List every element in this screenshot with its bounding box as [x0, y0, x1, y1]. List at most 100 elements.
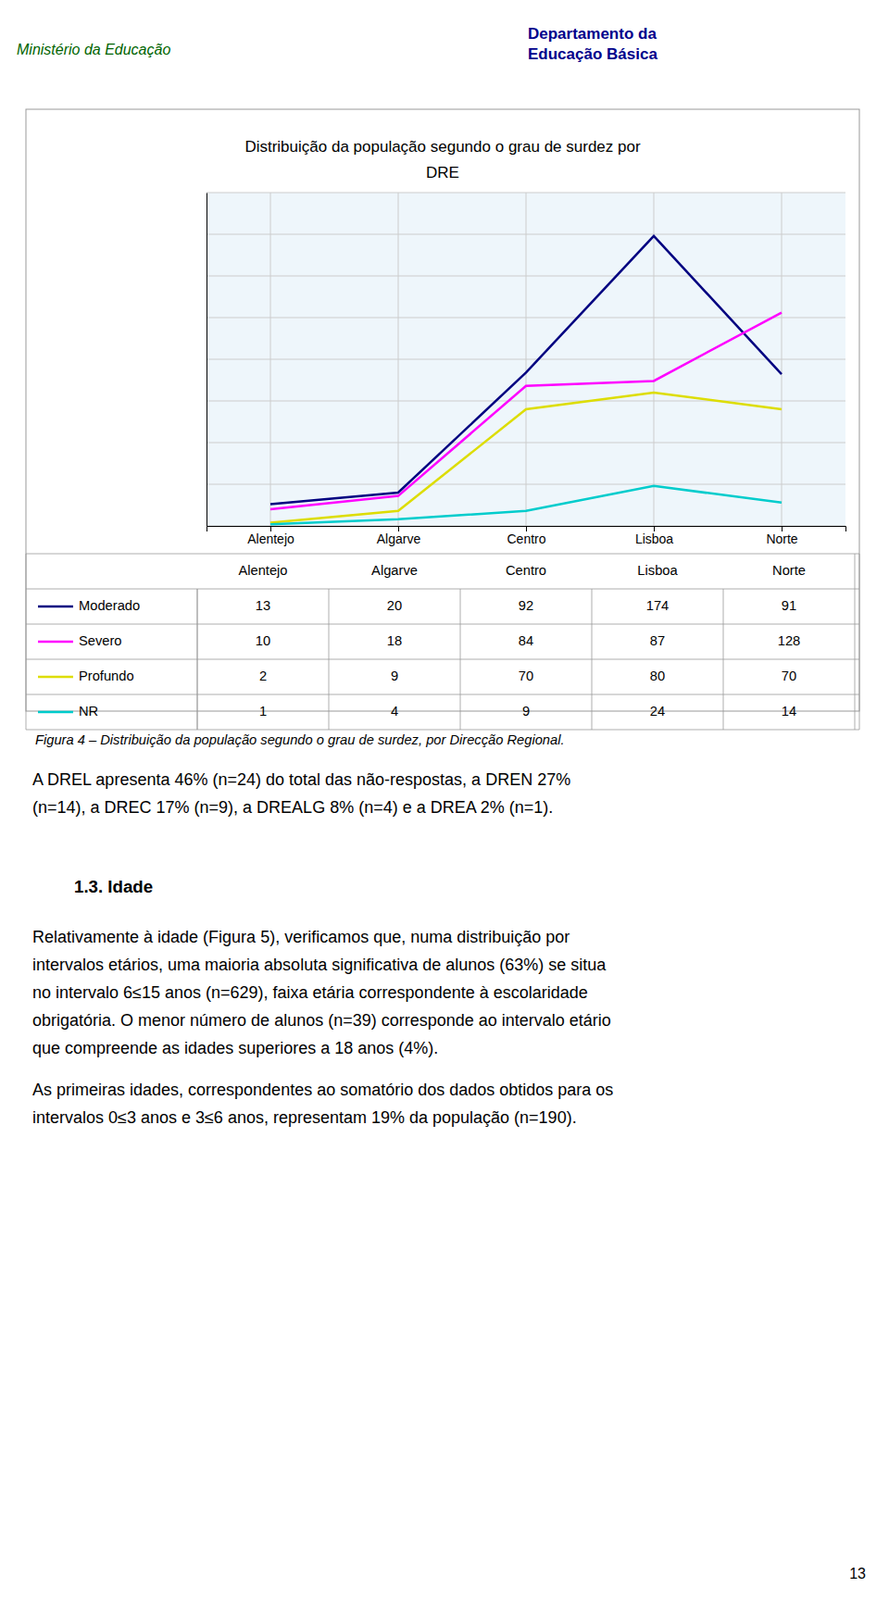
table-value: 174: [646, 598, 670, 614]
table-value: 1: [259, 703, 267, 719]
header-left: Ministério da Educação: [16, 41, 171, 58]
body-text: As primeiras idades, correspondentes ao …: [32, 1080, 614, 1100]
header-right: Educação Básica: [527, 45, 658, 63]
table-value: 14: [781, 703, 797, 719]
series-line: [270, 392, 782, 523]
table-value: 2: [259, 668, 267, 684]
x-tick: Norte: [765, 525, 798, 547]
table-rule: [591, 588, 593, 625]
table-value: 9: [390, 668, 399, 684]
table-value: 70: [518, 668, 534, 684]
table-rule: [328, 588, 330, 625]
series-line: [270, 486, 782, 525]
table-header: Alentejo: [237, 563, 288, 578]
table-rule: [197, 694, 199, 730]
x-axis: Alentejo Algarve Centro Lisboa Norte: [207, 525, 847, 547]
chart-title: Distribuição da população segundo o grau…: [244, 137, 641, 182]
table-rule: [25, 588, 860, 590]
table-rule: [723, 694, 725, 730]
table-value: 80: [650, 668, 665, 684]
x-tick-label: Norte: [765, 531, 798, 547]
table-value: 13: [255, 598, 271, 614]
table-rule: [25, 659, 860, 661]
x-grid-line: [525, 192, 527, 526]
table-value: 84: [518, 633, 534, 649]
table-rule: [460, 659, 462, 695]
table-rule: [328, 694, 330, 730]
table-rule: [197, 659, 199, 695]
x-tick-label: Lisboa: [635, 531, 674, 547]
table-rule: [591, 659, 593, 695]
x-grid-line: [781, 192, 783, 526]
table-value: 87: [650, 633, 665, 649]
legend-swatch: [37, 605, 74, 609]
plot-background: [206, 192, 846, 526]
legend-swatch: [37, 676, 74, 679]
legend-swatch: [37, 640, 74, 644]
y-axis-domain: [206, 193, 208, 527]
series-line: [270, 236, 782, 505]
table-rule: [460, 694, 462, 730]
table-value: 24: [650, 703, 665, 719]
table-rule: [25, 624, 860, 626]
table-rule: [591, 694, 593, 730]
x-tick: Centro: [506, 525, 546, 547]
series-group: [270, 236, 782, 525]
body-text: (n=14), a DREC 17% (n=9), a DREALG 8% (n…: [32, 798, 553, 817]
table-rule: [460, 588, 462, 625]
plot: Alentejo Algarve Centro Lisboa Norte: [206, 192, 847, 547]
body-text: intervalos 0≤3 anos e 3≤6 anos, represen…: [32, 1108, 577, 1127]
frame: [25, 109, 860, 712]
x-tick-label: Alentejo: [247, 531, 295, 547]
table-rule: [859, 553, 861, 730]
x-grid-line: [653, 192, 655, 526]
table-value: 4: [390, 703, 399, 719]
x-tick-label: Algarve: [376, 531, 422, 547]
legend-entry: Profundo: [78, 668, 135, 684]
x-tick: Algarve: [376, 525, 422, 547]
table-rule: [723, 588, 725, 625]
x-grid-line: [398, 192, 400, 526]
table-rule: [197, 624, 199, 660]
x-grid-line: [270, 192, 272, 526]
table-header: Lisboa: [637, 563, 678, 578]
table-rule: [197, 588, 199, 625]
table-value: 18: [387, 633, 402, 649]
legend-entry: Severo: [78, 633, 123, 649]
body-text: obrigatória. O menor número de alunos (n…: [32, 1011, 612, 1030]
table-rule: [197, 588, 199, 625]
table-rule: [197, 659, 199, 695]
body-text: Relativamente à idade (Figura 5), verifi…: [32, 927, 570, 947]
table-value: 20: [387, 598, 402, 614]
table-rule: [854, 553, 856, 730]
table-rule: [197, 694, 199, 730]
table-header: Centro: [505, 563, 547, 578]
body-text: no intervalo 6≤15 anos (n=629), faixa et…: [32, 983, 589, 1002]
legend-entry: Moderado: [78, 598, 140, 614]
page-number: 13: [849, 1565, 866, 1582]
table-value: 92: [518, 598, 534, 614]
table-rule: [25, 553, 860, 555]
table-rule: [25, 553, 27, 730]
table-rule: [723, 624, 725, 660]
figure-caption: Figura 4 – Distribuição da população seg…: [35, 732, 565, 748]
legend-swatch: [37, 711, 74, 714]
table-rule: [25, 729, 860, 731]
chart-title-line: DRE: [425, 163, 460, 182]
body-text: A DREL apresenta 46% (n=24) do total das…: [32, 770, 571, 789]
table-value: 128: [777, 633, 802, 649]
x-tick: Lisboa: [635, 525, 674, 547]
table-rule: [723, 659, 725, 695]
table-value: 70: [781, 668, 797, 684]
table-rule: [25, 694, 860, 696]
table-rule: [460, 624, 462, 660]
table-rule: [328, 624, 330, 660]
table-value: 91: [781, 598, 797, 614]
legend-entry: NR: [78, 703, 99, 719]
body-text: intervalos etários, uma maioria absoluta…: [32, 955, 607, 975]
header-right: Departamento da: [527, 25, 657, 43]
y-axis: [206, 193, 209, 527]
table-value: 9: [522, 703, 530, 719]
section-title: 1.3. Idade: [74, 876, 153, 897]
chart-title-line: Distribuição da população segundo o grau…: [244, 137, 641, 156]
